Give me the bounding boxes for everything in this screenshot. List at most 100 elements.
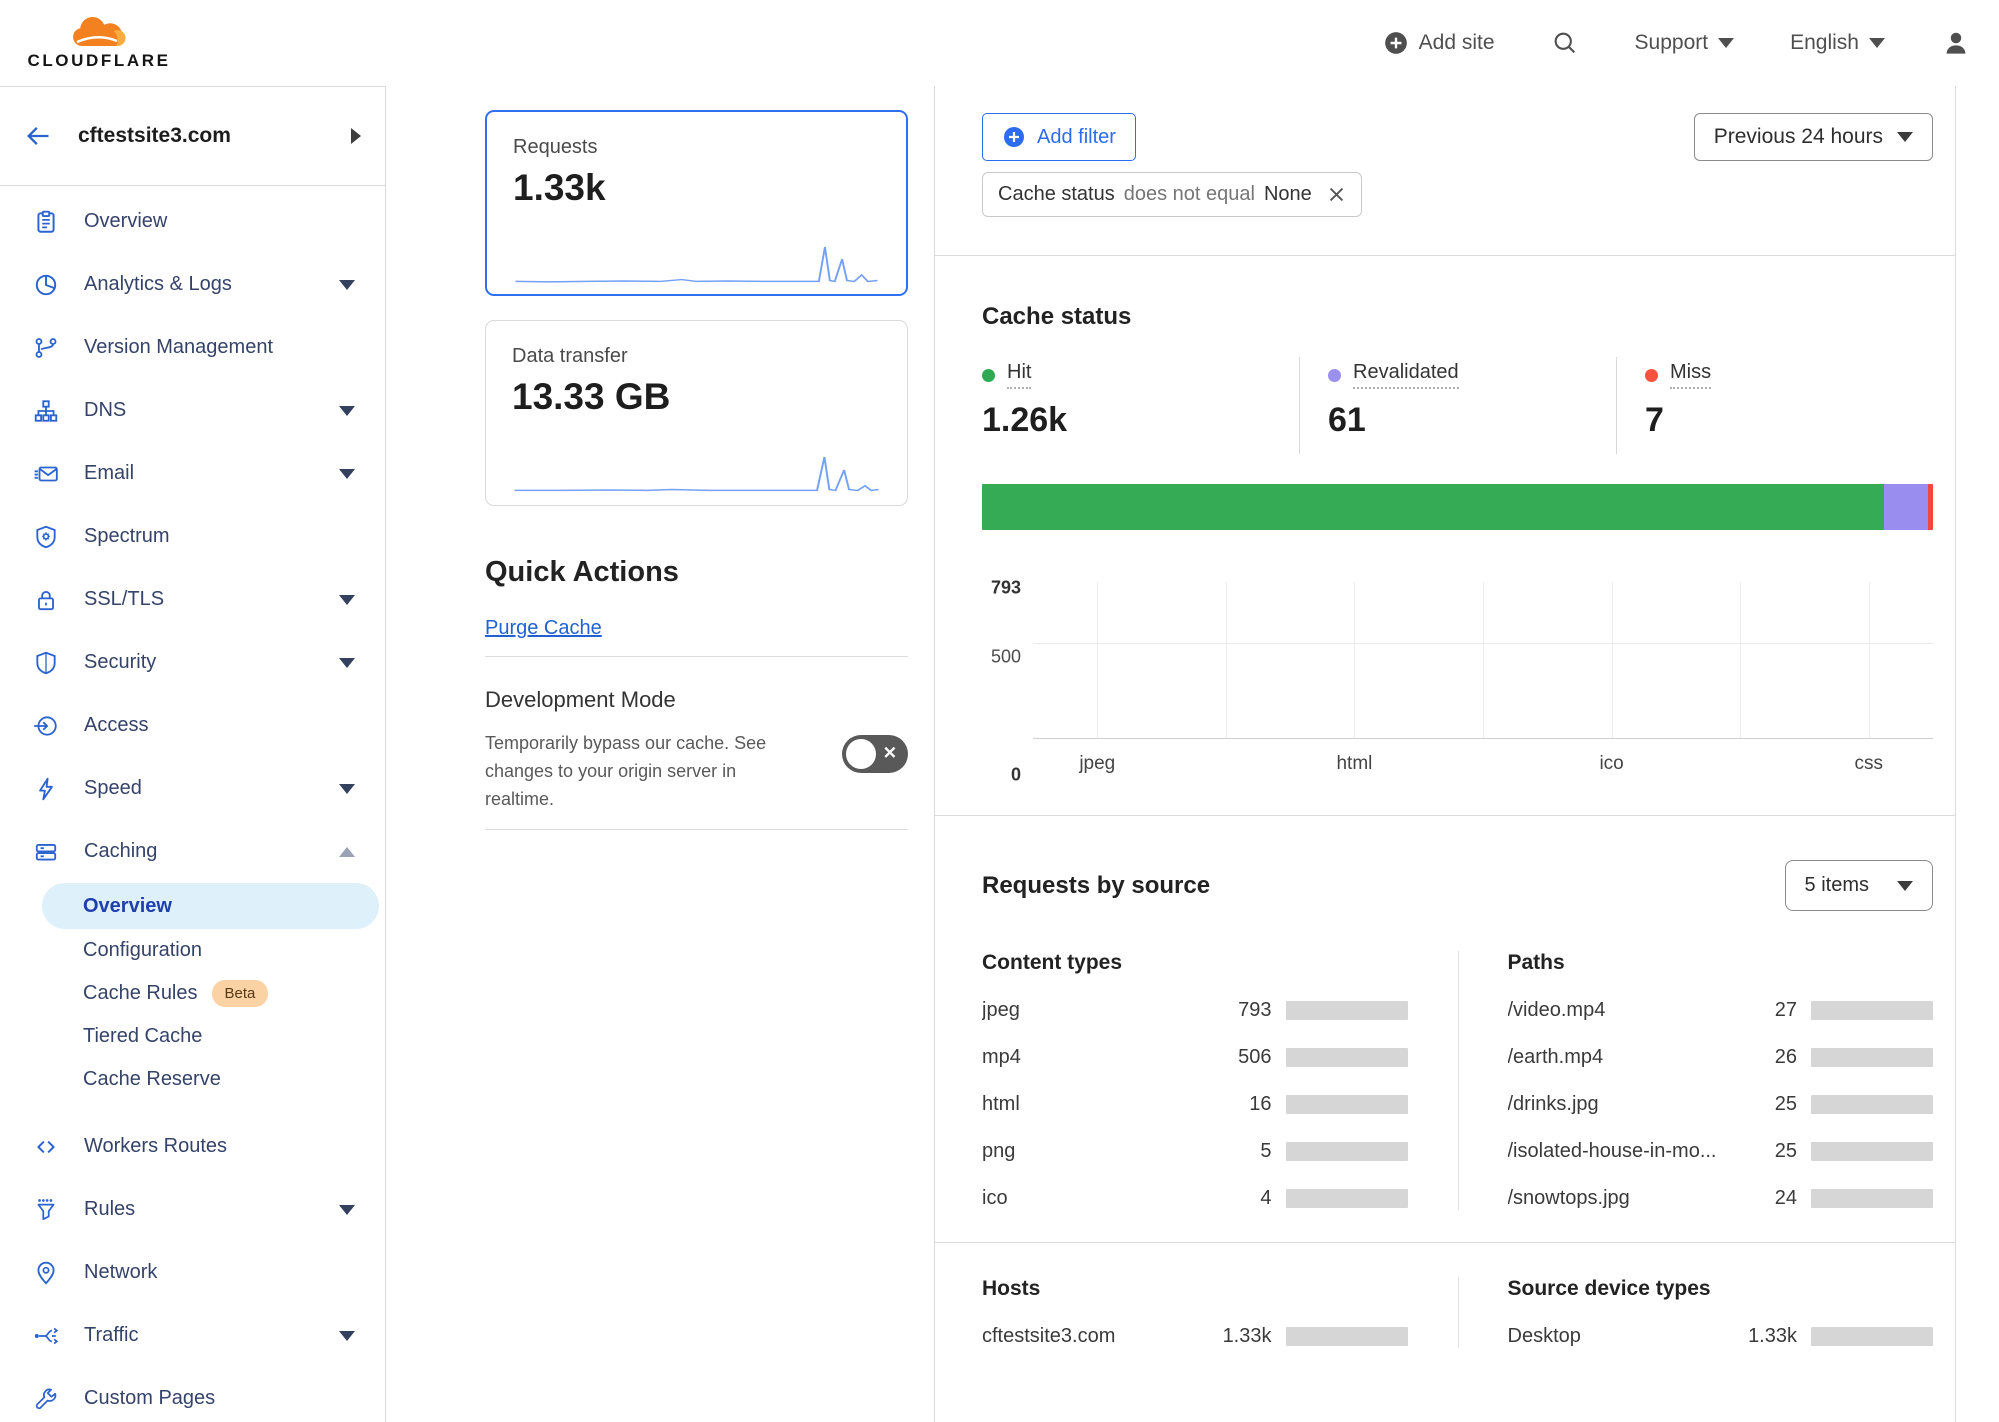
source-tables-top: Content types jpeg 793 mp4 506 html 16 xyxy=(982,951,1933,1210)
back-arrow-icon[interactable] xyxy=(24,122,52,150)
cloudflare-logo[interactable]: CLOUDFLARE xyxy=(20,15,178,71)
table-row: png 5 xyxy=(982,1140,1408,1163)
sidebar-item-security[interactable]: Security xyxy=(0,631,385,694)
subitem-label: Cache Rules xyxy=(83,982,198,1004)
sidebar-item-caching[interactable]: Caching xyxy=(0,820,385,883)
sidebar-subitem-caching-overview[interactable]: Overview xyxy=(42,883,379,929)
miss-label[interactable]: Miss xyxy=(1670,361,1712,389)
hosts-table: Hosts cftestsite3.com 1.33k xyxy=(982,1277,1458,1348)
cache-status-legend: Hit 1.26k Revalidated 61 Miss 7 xyxy=(982,357,1933,454)
sidebar-item-label: SSL/TLS xyxy=(84,588,165,610)
y-tick-mid: 500 xyxy=(990,646,1021,667)
sidebar-item-label: Overview xyxy=(84,210,168,232)
sidebar-item-rules[interactable]: Rules xyxy=(0,1178,385,1241)
add-site-button[interactable]: Add site xyxy=(1383,30,1495,56)
search-button[interactable] xyxy=(1551,29,1579,57)
table-row: ico 4 xyxy=(982,1187,1408,1210)
items-count-selector[interactable]: 5 items xyxy=(1784,860,1933,911)
chevron-down-icon xyxy=(339,279,355,290)
sidebar-item-label: Rules xyxy=(84,1198,136,1220)
chevron-down-icon xyxy=(339,657,355,668)
y-tick-zero: 0 xyxy=(1010,764,1021,785)
sidebar-item-workers-routes[interactable]: Workers Routes xyxy=(0,1115,385,1178)
cloudflare-wordmark: CLOUDFLARE xyxy=(27,51,171,70)
sidebar-item-network[interactable]: Network xyxy=(0,1241,385,1304)
support-menu[interactable]: Support xyxy=(1635,31,1735,55)
sidebar-subitem-cache-rules[interactable]: Cache Rules Beta xyxy=(0,972,385,1015)
y-tick-max: 793 xyxy=(990,577,1021,598)
paths-title: Paths xyxy=(1507,951,1565,974)
add-site-label: Add site xyxy=(1418,31,1495,54)
cache-status-bar-chart: 793 500 0 xyxy=(982,578,1933,785)
sidebar-item-label: Analytics & Logs xyxy=(84,273,232,295)
revalidated-dot-icon xyxy=(1328,368,1341,382)
add-filter-label: Add filter xyxy=(1037,125,1116,148)
sidebar-item-version-management[interactable]: Version Management xyxy=(0,316,385,379)
sidebar: cftestsite3.com Overview Analytics & Log… xyxy=(0,86,386,1422)
chart-y-axis: 793 500 0 xyxy=(982,578,1033,785)
toggle-knob xyxy=(846,739,876,769)
search-icon xyxy=(1554,32,1575,54)
gridline-500 xyxy=(1033,642,1933,644)
revalidated-value: 61 xyxy=(1328,401,1366,439)
sidebar-item-dns[interactable]: DNS xyxy=(0,379,385,442)
sidebar-item-traffic[interactable]: Traffic xyxy=(0,1304,385,1367)
cache-stack-icon xyxy=(35,843,57,861)
sidebar-item-ssl-tls[interactable]: SSL/TLS xyxy=(0,568,385,631)
hit-dot-icon xyxy=(982,368,995,382)
sidebar-subitem-configuration[interactable]: Configuration xyxy=(0,929,385,972)
sidebar-item-analytics-logs[interactable]: Analytics & Logs xyxy=(0,253,385,316)
chevron-up-icon xyxy=(339,846,355,857)
cache-status-filter-chip[interactable]: Cache status does not equal None xyxy=(982,172,1362,217)
dev-mode-toggle[interactable]: ✕ xyxy=(842,735,908,773)
add-filter-button[interactable]: Add filter xyxy=(982,113,1136,161)
bar-slot xyxy=(1547,582,1676,738)
time-range-selector[interactable]: Previous 24 hours xyxy=(1693,113,1933,161)
requests-sparkline xyxy=(515,246,878,283)
site-switcher-chevron-icon[interactable] xyxy=(351,128,361,144)
wrench-icon xyxy=(35,1388,57,1409)
dev-mode-description: Temporarily bypass our cache. See change… xyxy=(485,733,767,809)
login-arrow-icon xyxy=(34,715,57,736)
hit-label[interactable]: Hit xyxy=(1007,361,1032,389)
bar-slot xyxy=(1676,582,1805,738)
chip-value: None xyxy=(1263,183,1312,205)
shield-sun-icon xyxy=(36,525,56,548)
chevron-down-icon xyxy=(339,1330,355,1341)
clipboard-icon xyxy=(37,210,55,233)
source-device-types-table: Source device types Desktop 1.33k xyxy=(1457,1277,1933,1348)
sidebar-item-email[interactable]: Email xyxy=(0,442,385,505)
sidebar-item-spectrum[interactable]: Spectrum xyxy=(0,505,385,568)
purge-cache-link[interactable]: Purge Cache xyxy=(485,617,602,639)
cache-status-title: Cache status xyxy=(982,303,1132,330)
chip-remove-button[interactable] xyxy=(1327,185,1346,204)
sidebar-item-label: Email xyxy=(84,462,135,484)
sidebar-item-custom-pages[interactable]: Custom Pages xyxy=(0,1367,385,1422)
stat-revalidated: Revalidated 61 xyxy=(1299,357,1616,454)
chip-field: Cache status xyxy=(998,183,1115,205)
data-transfer-sparkline xyxy=(514,456,879,492)
language-menu[interactable]: English xyxy=(1790,31,1885,55)
sidebar-subitem-cache-reserve[interactable]: Cache Reserve xyxy=(0,1058,385,1101)
hierarchy-icon xyxy=(34,399,58,422)
table-row: jpeg 793 xyxy=(982,999,1408,1022)
stacked-segment-revalidated xyxy=(1883,484,1929,530)
chart-plot-area xyxy=(1033,582,1933,739)
data-transfer-metric-card[interactable]: Data transfer 13.33 GB xyxy=(485,320,908,506)
panel-edge xyxy=(1955,86,1956,1422)
sidebar-item-speed[interactable]: Speed xyxy=(0,757,385,820)
sidebar-subitem-tiered-cache[interactable]: Tiered Cache xyxy=(0,1015,385,1058)
shield-icon xyxy=(36,651,56,674)
table-row: /earth.mp4 26 xyxy=(1508,1046,1933,1069)
source-tables-bottom: Hosts cftestsite3.com 1.33k Source devic… xyxy=(935,1242,1956,1348)
subitem-label: Configuration xyxy=(83,939,202,961)
table-row: /snowtops.jpg 24 xyxy=(1508,1187,1933,1210)
sidebar-item-access[interactable]: Access xyxy=(0,694,385,757)
sidebar-item-overview[interactable]: Overview xyxy=(0,190,385,253)
revalidated-label[interactable]: Revalidated xyxy=(1353,361,1459,389)
requests-metric-card[interactable]: Requests 1.33k xyxy=(485,110,908,296)
chevron-down-icon xyxy=(1869,38,1885,48)
divider xyxy=(485,656,908,657)
stacked-segment-hit xyxy=(982,484,1884,530)
account-menu[interactable] xyxy=(1941,28,1971,58)
